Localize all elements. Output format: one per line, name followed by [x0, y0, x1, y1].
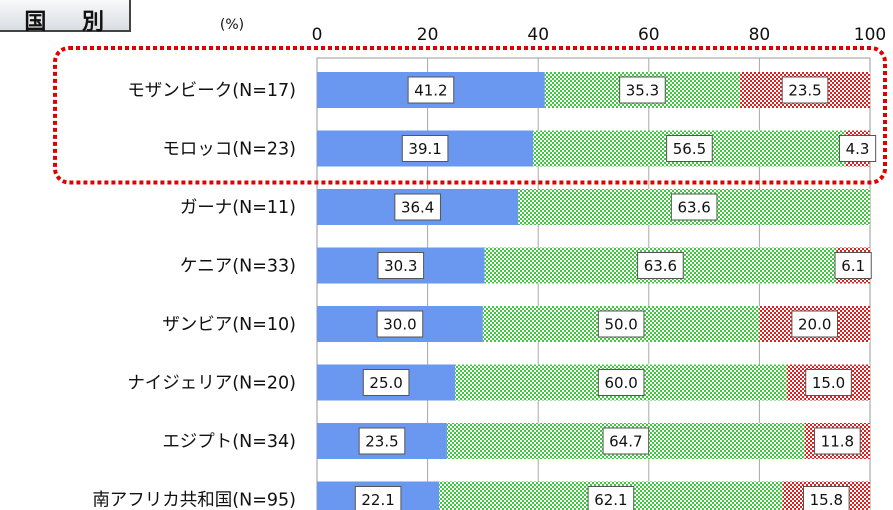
category-label: エジプト(N=34) [162, 432, 296, 452]
data-label-box [838, 135, 877, 162]
data-label: 60.0 [604, 374, 637, 392]
data-label: 63.6 [644, 257, 677, 275]
x-tick-label: 40 [527, 25, 549, 45]
x-tick-label: 20 [417, 25, 439, 45]
data-label: 63.6 [677, 199, 710, 217]
data-label: 50.0 [604, 316, 637, 334]
x-tick-label: 60 [638, 25, 660, 45]
data-label-box [834, 252, 872, 279]
title-box [0, 0, 131, 32]
data-label-box [362, 369, 410, 396]
data-label-box [597, 369, 645, 396]
data-label: 11.8 [821, 433, 854, 451]
data-label: 6.1 [841, 257, 865, 275]
category-label: モザンビーク(N=17) [127, 81, 296, 101]
data-label: 56.5 [673, 140, 706, 158]
category-label: モロッコ(N=23) [162, 140, 296, 160]
data-label-box [805, 369, 852, 396]
data-label-box [358, 427, 406, 455]
data-label-box [394, 193, 441, 221]
data-label-box [587, 486, 635, 510]
highlight-box [53, 46, 887, 185]
data-label: 25.0 [369, 374, 402, 392]
category-label: ザンビア(N=10) [162, 315, 296, 335]
data-label-box [791, 310, 839, 338]
data-label: 23.5 [365, 433, 398, 451]
category-label: 南アフリカ共和国(N=95) [92, 491, 296, 510]
category-label: ケニア(N=33) [180, 257, 296, 277]
data-label-box [814, 427, 861, 455]
x-tick-label: 100 [854, 25, 886, 45]
category-label: ガーナ(N=11) [180, 198, 296, 218]
data-label-box [376, 310, 424, 338]
plot-frame [316, 57, 871, 510]
data-label: 35.3 [626, 82, 659, 100]
data-label: 30.0 [383, 316, 416, 334]
data-label-box [377, 252, 425, 279]
data-label: 64.7 [609, 433, 642, 451]
data-label: 23.5 [788, 82, 821, 100]
data-label-box [781, 76, 829, 104]
data-label: 41.2 [414, 82, 447, 100]
data-label: 30.3 [384, 257, 417, 275]
data-label: 36.4 [401, 199, 434, 217]
data-label-box [407, 76, 455, 104]
data-label-box [666, 135, 713, 162]
data-label-box [354, 486, 402, 510]
data-label: 39.1 [408, 140, 441, 158]
x-tick-label: 80 [749, 25, 771, 45]
data-label: 62.1 [594, 491, 627, 509]
data-label: 15.8 [810, 491, 843, 509]
x-tick-label: 0 [312, 25, 323, 45]
data-label: 20.0 [798, 316, 831, 334]
data-label: 15.0 [812, 374, 845, 392]
data-label-box [602, 427, 650, 455]
data-label-box [637, 252, 684, 279]
data-label-box [401, 135, 449, 162]
chart-title: 国 別 [24, 10, 118, 35]
data-label: 22.1 [361, 491, 394, 509]
data-label-box [597, 310, 645, 338]
data-label-box [803, 486, 850, 510]
data-label: 4.3 [846, 140, 870, 158]
category-label: ナイジェリア(N=20) [127, 374, 296, 394]
unit-label: (%) [220, 17, 244, 33]
data-label-box [619, 76, 666, 104]
data-label-box [670, 193, 718, 221]
